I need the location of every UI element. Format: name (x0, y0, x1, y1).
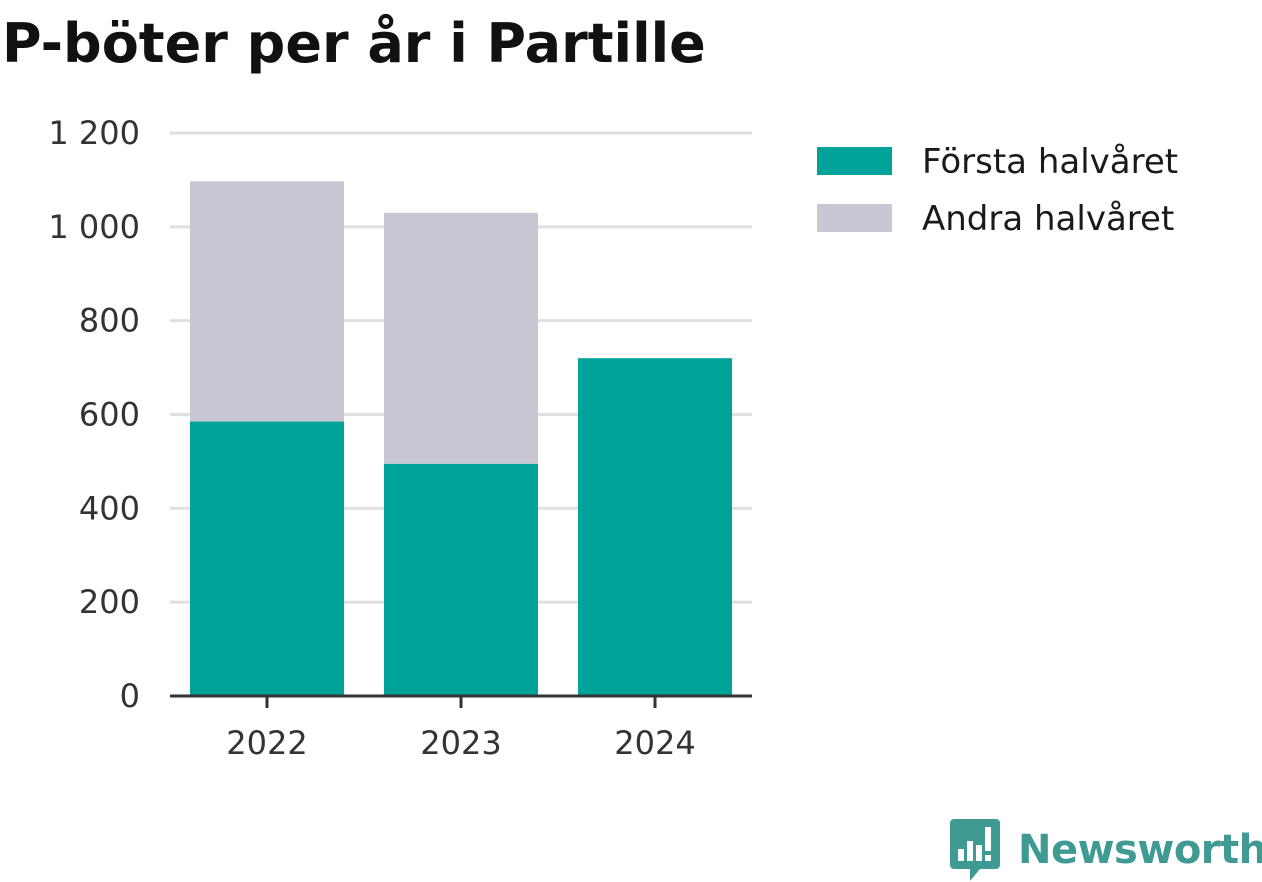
bar-2022-series-0 (190, 421, 344, 696)
brand-logo: Newsworthy (950, 818, 1262, 882)
x-tick-label: 2022 (226, 724, 307, 762)
bar-2023-series-0 (384, 463, 538, 696)
newsworthy-logo-icon (950, 819, 1000, 881)
legend-swatch (817, 147, 892, 175)
y-tick-label: 800 (79, 302, 140, 340)
x-tick-label: 2024 (614, 724, 695, 762)
bar-2022-series-1 (190, 181, 344, 422)
legend: Första halvåret Andra halvåret (817, 142, 1178, 239)
axes: 0 200 400 600 800 1 000 1 200 2022 2023 2024 (48, 114, 752, 762)
y-tick-label: 1 200 (48, 114, 140, 152)
legend-label: Första halvåret (922, 142, 1178, 182)
y-tick-label: 1 000 (48, 208, 140, 246)
y-tick-label: 0 (120, 677, 140, 715)
y-tick-label: 200 (79, 583, 140, 621)
legend-swatch (817, 204, 892, 232)
bars (190, 181, 732, 696)
legend-label: Andra halvåret (922, 199, 1174, 239)
y-tick-label: 600 (79, 396, 140, 434)
x-tick-label: 2023 (420, 724, 501, 762)
y-tick-label: 400 (79, 489, 140, 527)
bar-2023-series-1 (384, 212, 538, 464)
brand-name: Newsworthy (1018, 827, 1262, 873)
chart-title: P-böter per år i Partille (2, 12, 706, 75)
bar-2024-series-0 (578, 358, 732, 696)
